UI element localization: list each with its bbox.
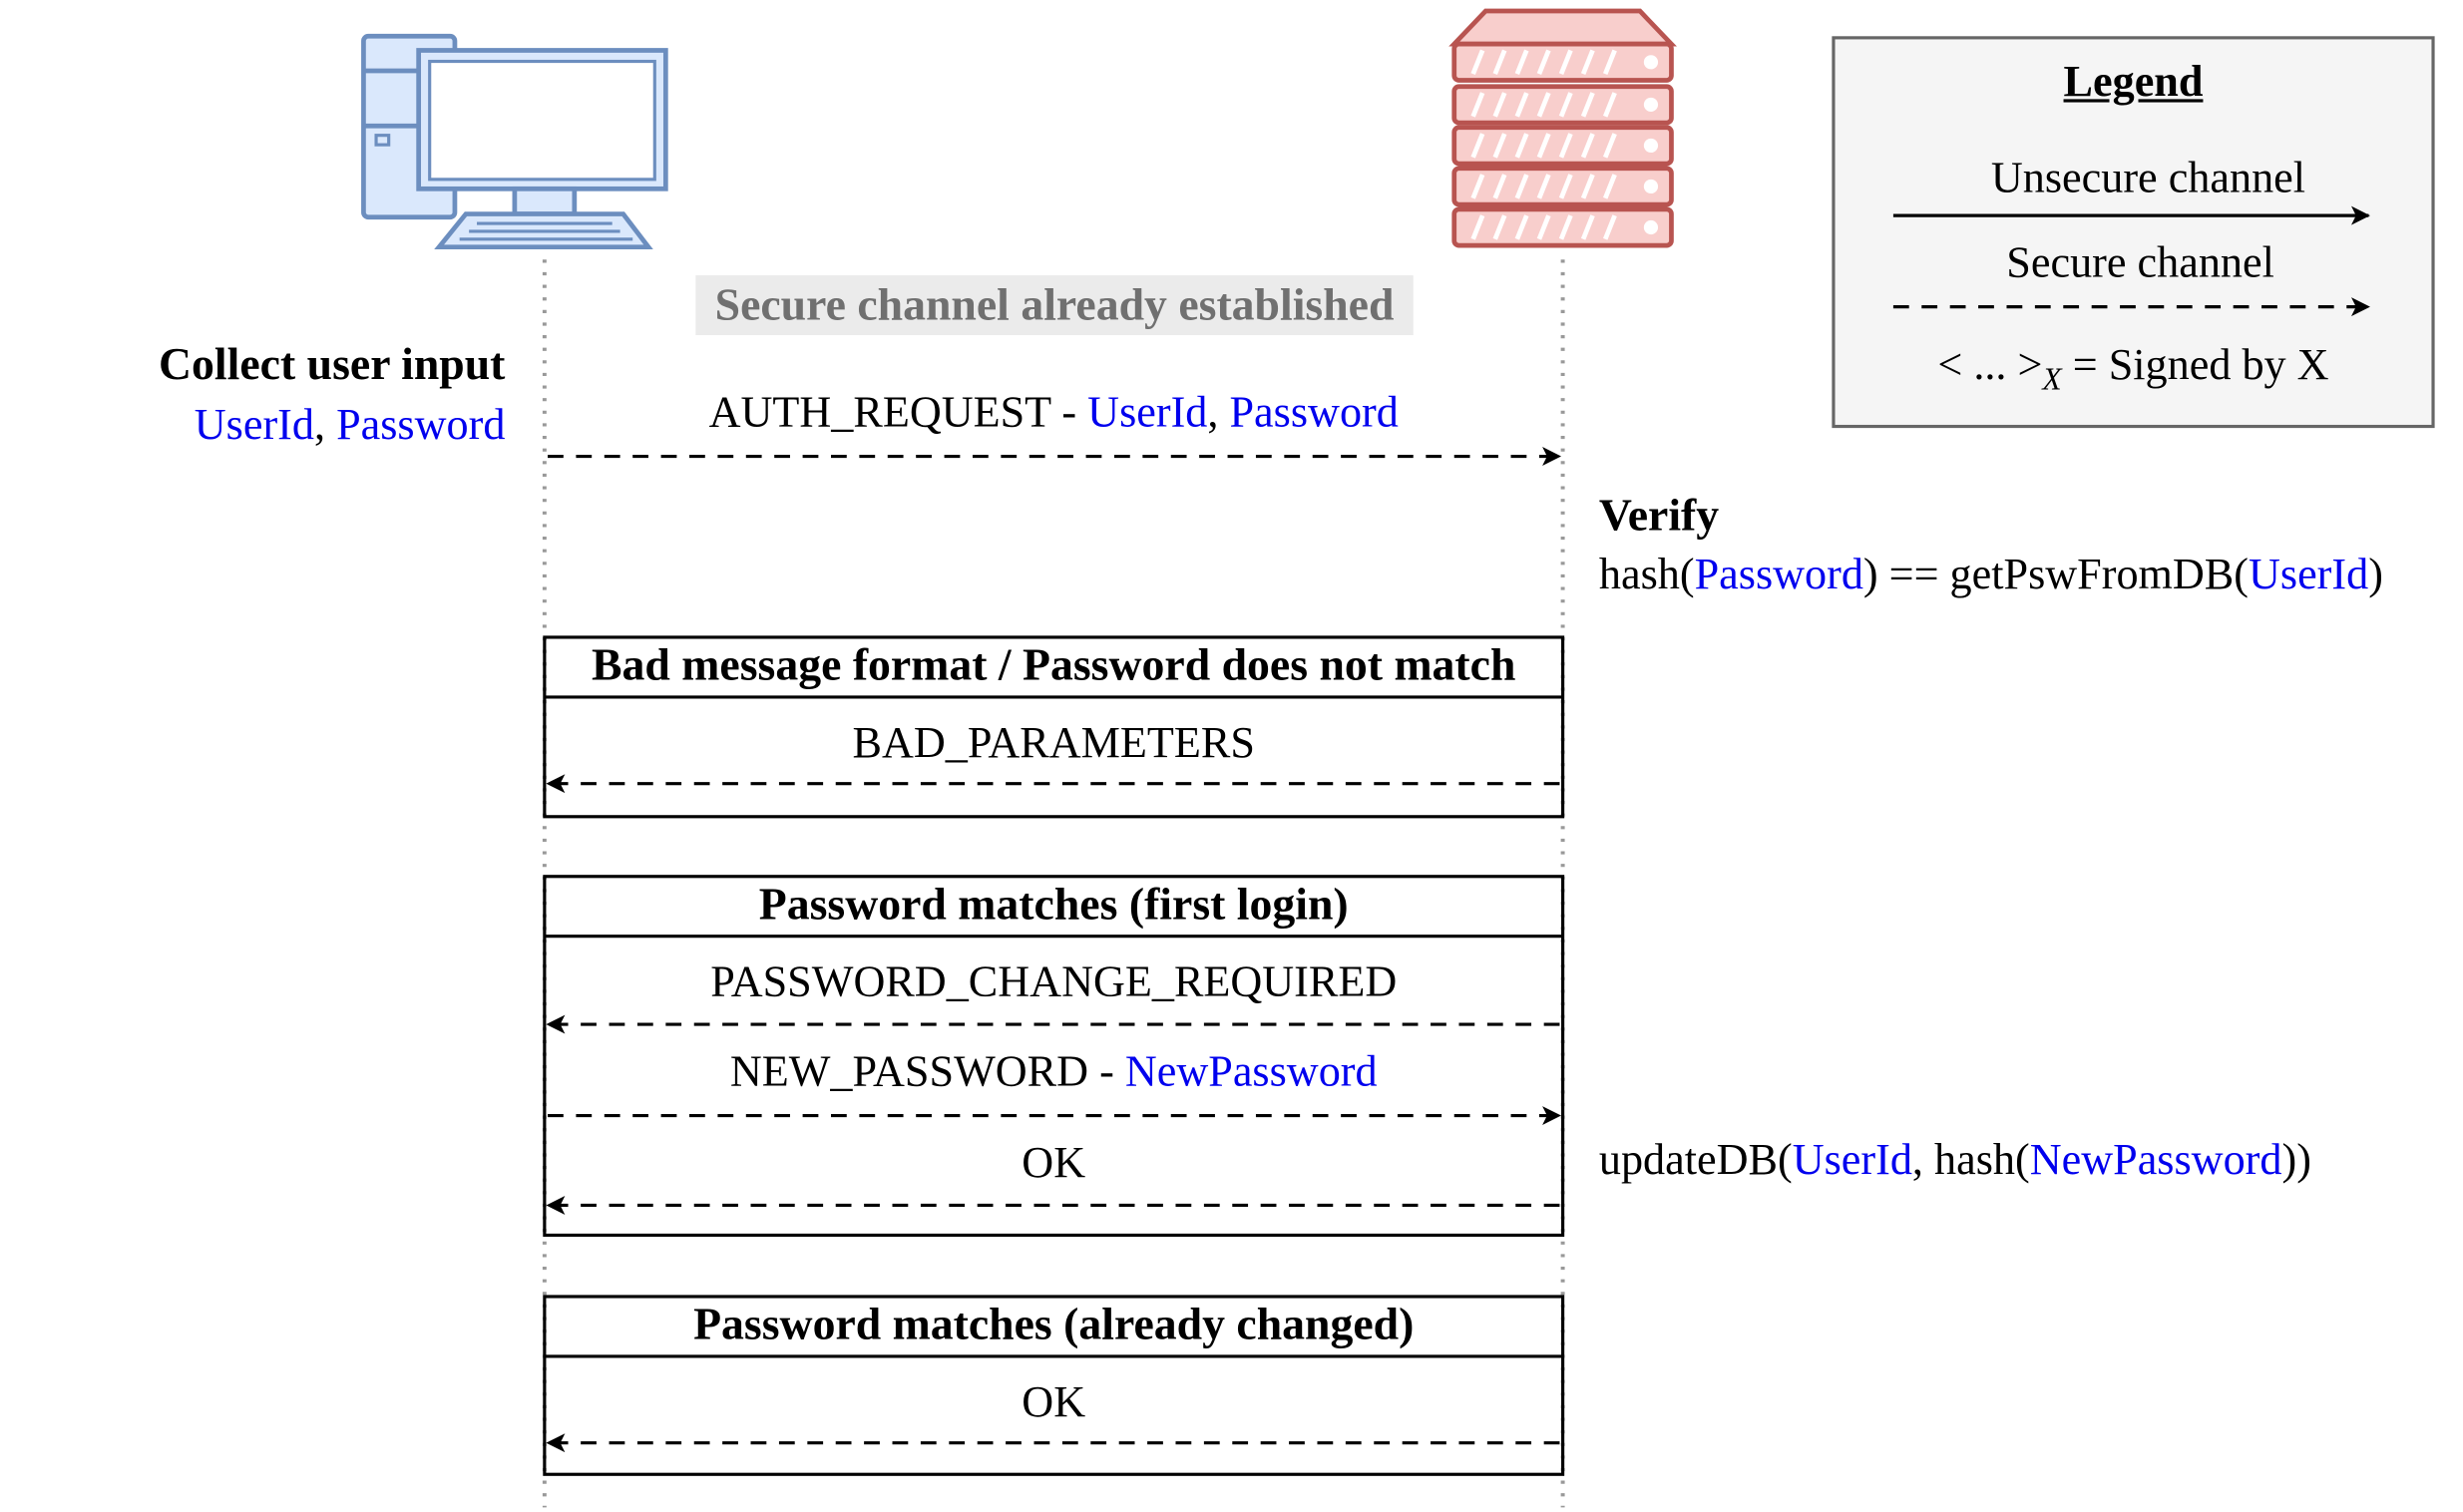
verify-expression: hash(Password) == getPswFromDB(UserId) xyxy=(1598,551,2383,600)
password-var: Password xyxy=(1694,551,1863,600)
ok-label-first-login: OK xyxy=(1022,1139,1086,1189)
password-change-required-label: PASSWORD_CHANGE_REQUIRED xyxy=(710,957,1398,1007)
legend-secure-label: Secure channel xyxy=(2006,238,2274,288)
userid-var: UserId xyxy=(2248,551,2369,600)
userid-var: UserId xyxy=(194,401,314,451)
frame-title-already-changed: Password matches (already changed) xyxy=(693,1300,1415,1350)
ok-label-already-changed: OK xyxy=(1022,1378,1086,1427)
userid-var: UserId xyxy=(1087,388,1208,438)
password-var: Password xyxy=(336,401,506,451)
verify-title: Verify xyxy=(1598,491,1720,542)
legend-title: Legend xyxy=(2063,58,2204,108)
frame-title-bad-format: Bad message format / Password does not m… xyxy=(592,640,1516,691)
bad-parameters-label: BAD_PARAMETERS xyxy=(852,718,1255,768)
userid-var: UserId xyxy=(1792,1136,1912,1185)
newpassword-var: NewPassword xyxy=(1124,1047,1378,1097)
auth-request-label: AUTH_REQUEST - UserId, Password xyxy=(708,388,1399,438)
desktop-computer-icon xyxy=(361,33,668,250)
legend-signed-label: < ... >X = Signed by X xyxy=(1937,341,2329,398)
newpassword-var: NewPassword xyxy=(2029,1136,2282,1185)
client-note-vars: UserId, Password xyxy=(194,401,506,451)
client-note-title: Collect user input xyxy=(159,339,506,391)
legend-unsecure-label: Unsecure channel xyxy=(1990,154,2306,203)
frame-first-login xyxy=(543,875,1565,1238)
update-db-note: updateDB(UserId, hash(NewPassword)) xyxy=(1598,1136,2311,1185)
server-rack-icon xyxy=(1448,8,1677,248)
frame-bad-parameters xyxy=(543,635,1565,819)
new-password-label: NEW_PASSWORD - NewPassword xyxy=(729,1047,1378,1097)
secure-channel-banner: Secure channel already established xyxy=(695,275,1414,336)
frame-title-first-login: Password matches (first login) xyxy=(758,879,1349,931)
password-var: Password xyxy=(1229,388,1399,438)
legend-box xyxy=(1832,36,2435,429)
frame-already-changed xyxy=(543,1295,1565,1476)
